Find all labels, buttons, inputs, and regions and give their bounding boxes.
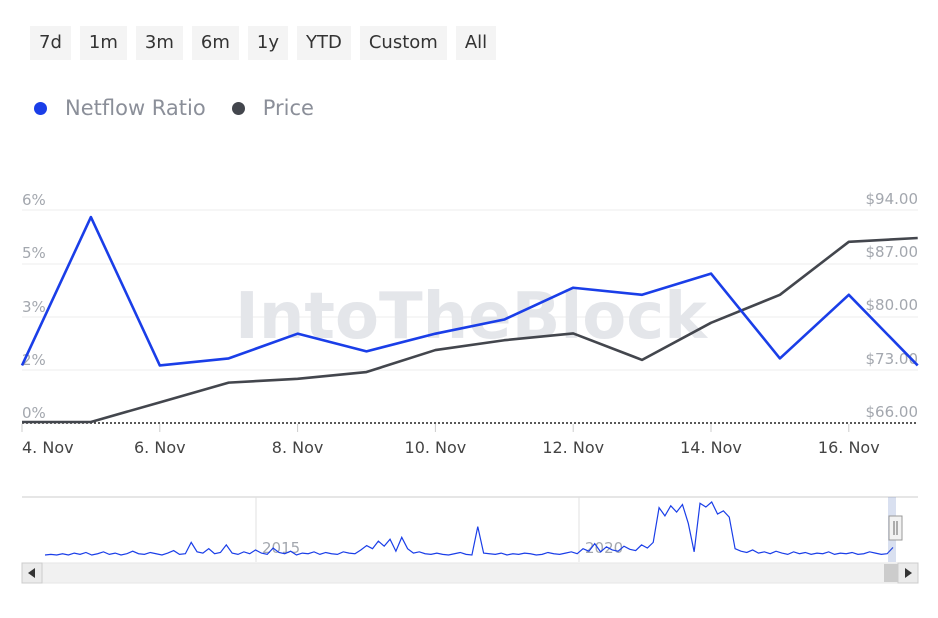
range-button-1m[interactable]: 1m	[79, 26, 127, 60]
legend-label-netflow-ratio: Netflow Ratio	[65, 96, 206, 120]
right-tick-label: $66.00	[866, 403, 919, 421]
right-tick-label: $87.00	[866, 243, 919, 261]
price-line	[22, 236, 918, 424]
watermark-text: IntoTheBlock	[235, 280, 708, 354]
x-tick-label: 10. Nov	[405, 438, 467, 457]
scrollbar-thumb[interactable]	[884, 564, 898, 582]
netflow-ratio-line	[20, 215, 919, 367]
left-tick-label: 6%	[22, 191, 46, 209]
navigator-series-line	[44, 501, 894, 556]
arrow-left-icon	[28, 568, 35, 578]
range-button-1y[interactable]: 1y	[247, 26, 288, 60]
range-button-custom[interactable]: Custom	[359, 26, 447, 60]
range-button-all[interactable]: All	[455, 26, 497, 60]
legend-label-price: Price	[262, 96, 314, 120]
range-button-ytd[interactable]: YTD	[297, 26, 351, 60]
netflow-legend-dot	[34, 101, 47, 115]
x-tick-label: 14. Nov	[680, 438, 742, 457]
range-button-3m[interactable]: 3m	[135, 26, 183, 60]
right-tick-label: $73.00	[866, 350, 919, 368]
scrollbar-track[interactable]	[21, 562, 919, 584]
legend-item-price[interactable]: Price	[231, 96, 314, 120]
legend: Netflow Ratio Price	[34, 96, 314, 120]
x-tick-label: 12. Nov	[542, 438, 604, 457]
x-tick-label: 6. Nov	[134, 438, 186, 457]
left-tick-label: 5%	[22, 244, 46, 262]
navigator-year-label: 2015	[262, 539, 300, 557]
right-tick-label: $80.00	[866, 296, 919, 314]
left-tick-label: 0%	[22, 404, 46, 422]
range-button-6m[interactable]: 6m	[191, 26, 239, 60]
navigator-handle[interactable]	[888, 515, 903, 541]
left-tick-label: 3%	[22, 298, 46, 316]
x-tick-label: 4. Nov	[22, 438, 74, 457]
x-tick-label: 8. Nov	[272, 438, 324, 457]
legend-item-netflow-ratio[interactable]: Netflow Ratio	[34, 96, 206, 120]
price-legend-dot	[231, 101, 245, 115]
range-selector: 7d 1m 3m 6m 1y YTD Custom All	[30, 26, 497, 60]
x-tick-label: 16. Nov	[818, 438, 880, 457]
right-tick-label: $94.00	[866, 190, 919, 208]
arrow-right-icon	[905, 568, 912, 578]
range-button-7d[interactable]: 7d	[30, 26, 71, 60]
